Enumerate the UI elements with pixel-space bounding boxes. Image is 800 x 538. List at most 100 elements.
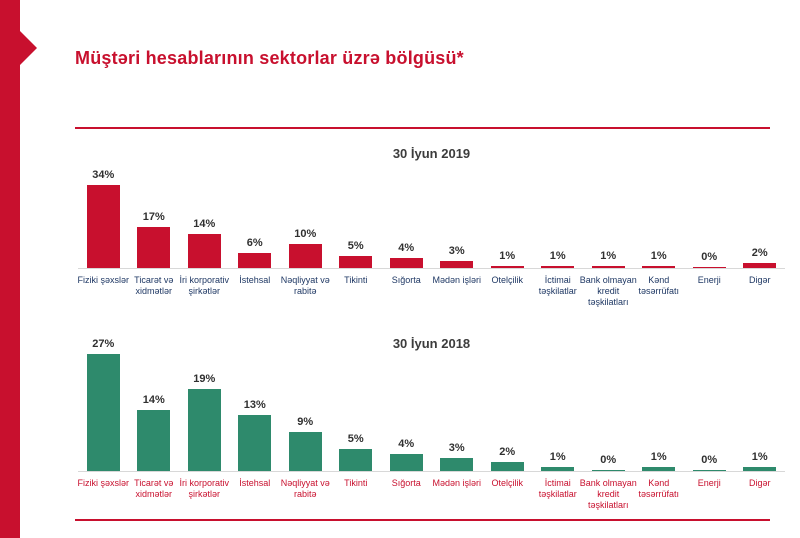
category-label: İri korporativ şirkətlər xyxy=(179,275,229,296)
bar xyxy=(339,449,373,471)
bar-area: 1% xyxy=(482,163,533,268)
chart-title-2018: 30 İyun 2018 xyxy=(392,336,471,351)
chart-2019: 30 İyun 2019 34% Fiziki şəxslər 17% Ticarət… xyxy=(77,146,786,326)
bar-area: 13% xyxy=(230,337,281,471)
bar-value-label: 2% xyxy=(751,247,768,259)
bar xyxy=(86,185,120,268)
category-label: Ticarət və xidmətlər xyxy=(134,275,174,296)
page-title: Müştəri hesablarının sektorlar üzrə bölg… xyxy=(75,48,464,69)
bar-value-label: 4% xyxy=(398,438,415,450)
bar-column: 5% Tikinti xyxy=(331,163,382,307)
bar-value-label: 1% xyxy=(751,451,768,463)
bar-column: 0% Enerji xyxy=(684,163,735,307)
category-label: Ticarət və xidmətlər xyxy=(134,478,174,499)
divider-top xyxy=(75,127,770,129)
bar xyxy=(187,389,221,471)
bar xyxy=(692,267,726,268)
bar-area: 17% xyxy=(129,163,180,268)
bar-area: 0% xyxy=(583,337,634,471)
bar-column: 1% Digər xyxy=(735,337,786,510)
bar-column: 2% Otelçilik xyxy=(482,337,533,510)
bar xyxy=(591,470,625,471)
bar xyxy=(642,467,676,471)
bar-area: 0% xyxy=(684,163,735,268)
bar-value-label: 1% xyxy=(499,250,516,262)
bar xyxy=(238,253,272,268)
bar xyxy=(389,454,423,471)
bar-area: 1% xyxy=(533,337,584,471)
bar-column: 17% Ticarət və xidmətlər xyxy=(129,163,180,307)
bar xyxy=(490,266,524,268)
bar-column: 27% Fiziki şəxslər xyxy=(77,337,129,510)
bar xyxy=(440,458,474,471)
bar-value-label: 10% xyxy=(294,228,317,240)
bar-value-label: 5% xyxy=(347,433,364,445)
bar-value-label: 3% xyxy=(448,442,465,454)
bar xyxy=(490,462,524,471)
category-label: Digər xyxy=(748,275,771,285)
category-label: Fiziki şəxslər xyxy=(77,275,129,285)
bar-area: 2% xyxy=(482,337,533,471)
bar-area: 2% xyxy=(735,163,786,268)
bar-column: 1% Kənd təsərrüfatı xyxy=(634,163,685,307)
bar-column: 14% Ticarət və xidmətlər xyxy=(129,337,180,510)
bar-column: 1% Kənd təsərrüfatı xyxy=(634,337,685,510)
bar-value-label: 34% xyxy=(92,169,115,181)
category-label: İstehsal xyxy=(239,478,271,488)
bar xyxy=(86,354,120,471)
bar-value-label: 3% xyxy=(448,245,465,257)
bar xyxy=(288,244,322,268)
bar xyxy=(541,467,575,471)
bar-area: 1% xyxy=(634,337,685,471)
bar-column: 19% İri korporativ şirkətlər xyxy=(179,337,230,510)
bar xyxy=(389,258,423,268)
category-label: Bank olmayan kredit təşkilatları xyxy=(579,275,637,307)
bar-column: 4% Sığorta xyxy=(381,337,432,510)
bar-column: 6% İstehsal xyxy=(230,163,281,307)
bar xyxy=(743,263,777,268)
bar-area: 4% xyxy=(381,337,432,471)
bar-area: 14% xyxy=(179,163,230,268)
bar-area: 1% xyxy=(533,163,584,268)
bar-area: 3% xyxy=(432,163,483,268)
bar xyxy=(642,266,676,268)
bar xyxy=(541,266,575,268)
category-label: Kənd təsərrüfatı xyxy=(638,275,680,296)
bar-value-label: 14% xyxy=(193,218,216,230)
bar xyxy=(591,266,625,268)
bar-area: 19% xyxy=(179,337,230,471)
bar-area: 1% xyxy=(583,163,634,268)
bar-value-label: 1% xyxy=(650,250,667,262)
category-label: Enerji xyxy=(697,275,721,285)
bar-value-label: 5% xyxy=(347,240,364,252)
bar-column: 10% Nəqliyyat və rabitə xyxy=(280,163,331,307)
bar-column: 13% İstehsal xyxy=(230,337,281,510)
bar-value-label: 1% xyxy=(600,250,617,262)
category-label: Fiziki şəxslər xyxy=(77,478,129,488)
category-label: Otelçilik xyxy=(491,275,523,285)
bar xyxy=(187,234,221,268)
category-label: Enerji xyxy=(697,478,721,488)
bar-value-label: 9% xyxy=(297,416,314,428)
bar-area: 5% xyxy=(331,163,382,268)
bar-value-label: 17% xyxy=(142,211,165,223)
bar-column: 5% Tikinti xyxy=(331,337,382,510)
chart-2018: 30 İyun 2018 27% Fiziki şəxslər 14% Ticarət… xyxy=(77,336,786,521)
category-label: İctimai təşkilatlar xyxy=(538,275,577,296)
bar-value-label: 19% xyxy=(193,373,216,385)
bar-area: 1% xyxy=(735,337,786,471)
bar-area: 4% xyxy=(381,163,432,268)
bar xyxy=(238,415,272,471)
bar-area: 6% xyxy=(230,163,281,268)
bar-value-label: 27% xyxy=(92,338,115,350)
bar-value-label: 0% xyxy=(701,251,718,263)
category-label: Tikinti xyxy=(344,275,368,285)
bar-column: 9% Nəqliyyat və rabitə xyxy=(280,337,331,510)
bar xyxy=(339,256,373,268)
category-label: Kənd təsərrüfatı xyxy=(638,478,680,499)
bar-value-label: 6% xyxy=(246,237,263,249)
category-label: Nəqliyyat və rabitə xyxy=(280,275,330,296)
bar xyxy=(692,470,726,471)
category-label: Sığorta xyxy=(391,275,421,285)
category-label: İri korporativ şirkətlər xyxy=(179,478,229,499)
